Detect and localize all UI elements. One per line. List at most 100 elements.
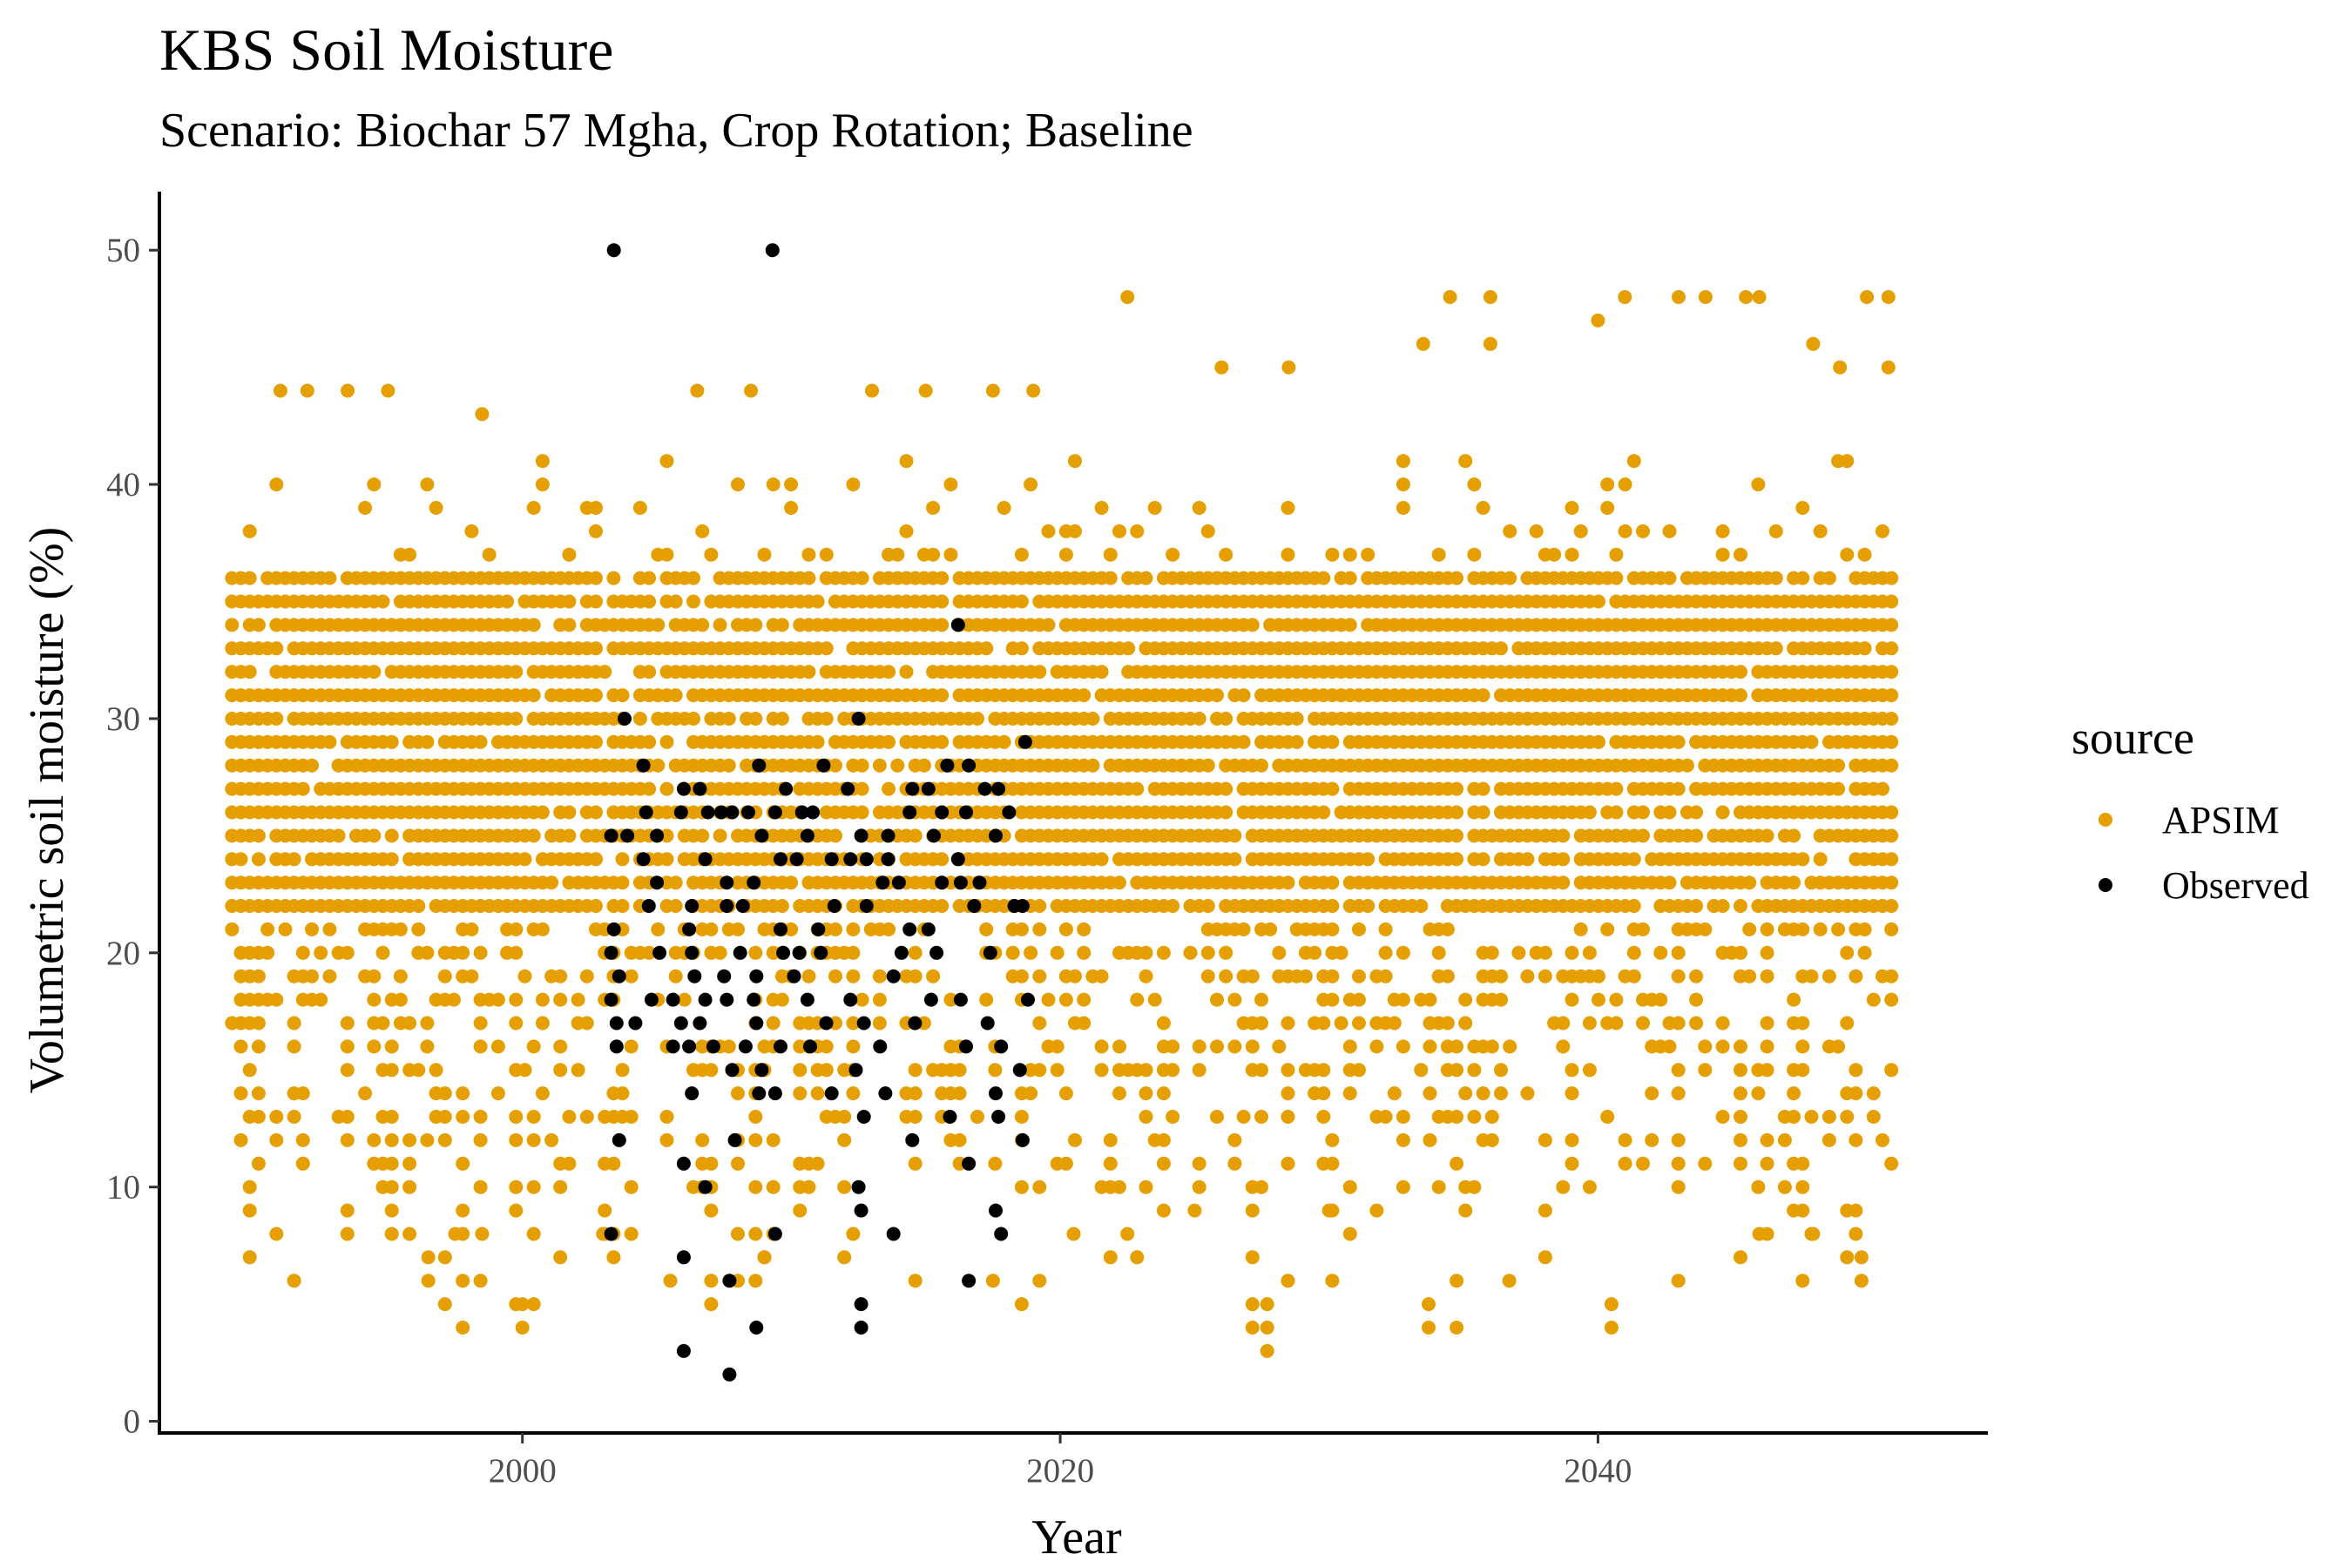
apsim-point: [402, 1179, 417, 1194]
apsim-point: [615, 1063, 630, 1078]
apsim-point: [1806, 1227, 1821, 1241]
observed-point: [720, 875, 734, 890]
apsim-point: [1476, 781, 1490, 796]
apsim-point: [473, 1132, 488, 1147]
apsim-point: [1058, 547, 1073, 562]
apsim-point: [273, 383, 287, 398]
apsim-point: [615, 1086, 630, 1101]
apsim-point: [935, 899, 950, 913]
apsim-point: [952, 1086, 967, 1101]
apsim-point: [1494, 1063, 1508, 1078]
observed-point: [767, 1086, 782, 1101]
apsim-point: [1503, 524, 1517, 538]
apsim-point: [367, 1132, 382, 1147]
apsim-point: [517, 1063, 532, 1078]
apsim-point: [295, 945, 310, 960]
apsim-point: [589, 899, 603, 913]
observed-point: [814, 945, 828, 960]
apsim-point: [1254, 1179, 1268, 1194]
apsim-point: [1325, 781, 1340, 796]
apsim-point: [659, 547, 674, 562]
apsim-point: [846, 477, 861, 492]
apsim-point: [341, 383, 355, 398]
apsim-point: [1450, 828, 1464, 843]
apsim-point: [1821, 571, 1836, 585]
apsim-point: [1210, 1110, 1224, 1124]
apsim-point: [411, 1063, 426, 1078]
apsim-point: [624, 1227, 639, 1241]
apsim-point: [766, 1132, 781, 1147]
apsim-point: [1094, 1039, 1109, 1054]
apsim-point: [1423, 1086, 1437, 1101]
legend-apsim-key: [2099, 813, 2112, 827]
apsim-point: [659, 781, 674, 796]
apsim-point: [1227, 992, 1242, 1007]
observed-point: [962, 1156, 977, 1171]
apsim-point: [447, 992, 461, 1007]
apsim-point: [269, 1110, 284, 1124]
apsim-point: [526, 501, 541, 515]
apsim-point: [1361, 899, 1375, 913]
observed-point: [854, 1203, 868, 1218]
apsim-point: [1236, 734, 1251, 749]
apsim-point: [985, 383, 1000, 398]
apsim-point: [589, 805, 603, 820]
apsim-point: [384, 1203, 399, 1218]
apsim-point: [1734, 688, 1747, 703]
apsim-point: [668, 875, 683, 890]
apsim-point: [1715, 1039, 1730, 1054]
apsim-point: [615, 875, 630, 890]
apsim-point: [659, 734, 674, 749]
apsim-point: [935, 618, 950, 632]
apsim-point: [1662, 571, 1677, 585]
apsim-point: [1739, 290, 1754, 304]
apsim-point: [1592, 992, 1605, 1007]
apsim-point: [1840, 1250, 1855, 1265]
apsim-point: [1192, 1063, 1206, 1078]
observed-point: [612, 969, 626, 983]
observed-point: [749, 1321, 764, 1335]
apsim-point: [473, 1110, 488, 1124]
apsim-point: [526, 688, 541, 703]
apsim-point: [322, 571, 337, 585]
apsim-point: [828, 969, 842, 983]
observed-point: [908, 1016, 923, 1031]
apsim-point: [899, 665, 914, 679]
apsim-point: [846, 969, 861, 983]
apsim-point: [1431, 945, 1446, 960]
apsim-point: [1626, 969, 1641, 983]
apsim-point: [1245, 1203, 1260, 1218]
apsim-point: [384, 1156, 399, 1171]
apsim-point: [1831, 922, 1846, 936]
apsim-point: [437, 1250, 452, 1265]
apsim-point: [1538, 1250, 1552, 1265]
apsim-point: [1600, 1110, 1615, 1124]
observed-point: [989, 1203, 1003, 1218]
observed-point: [851, 1179, 866, 1194]
apsim-point: [1689, 899, 1704, 913]
observed-point: [923, 992, 938, 1007]
observed-point: [650, 828, 665, 843]
apsim-point: [515, 1321, 530, 1335]
apsim-point: [437, 1297, 452, 1312]
apsim-point: [411, 899, 426, 913]
apsim-point: [1361, 547, 1375, 562]
apsim-point: [872, 969, 887, 983]
apsim-point: [1260, 1297, 1274, 1312]
apsim-point: [1068, 524, 1082, 538]
observed-point: [856, 1110, 871, 1124]
apsim-point: [1308, 945, 1322, 960]
observed-point: [811, 922, 826, 936]
apsim-point: [1618, 1132, 1632, 1147]
apsim-point: [1609, 547, 1624, 562]
apsim-point: [509, 665, 524, 679]
apsim-point: [970, 712, 984, 726]
observed-point: [754, 1063, 769, 1078]
apsim-point: [1494, 1086, 1508, 1101]
observed-point: [989, 828, 1003, 843]
apsim-point: [251, 1016, 266, 1031]
apsim-point: [1698, 1156, 1713, 1171]
apsim-point: [1476, 852, 1490, 867]
apsim-point: [1396, 1132, 1410, 1147]
observed-point: [682, 1039, 697, 1054]
